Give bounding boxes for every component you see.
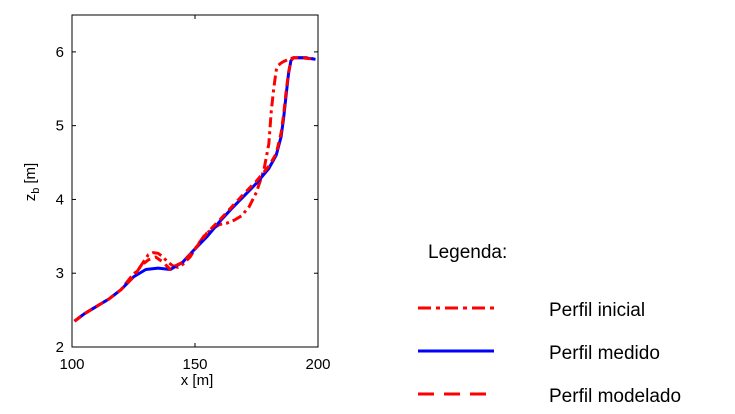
y-tick-label: 2 (56, 339, 64, 356)
y-axis-label-sub: b (30, 188, 42, 194)
y-ticks: 2 3 4 5 6 (56, 44, 318, 356)
y-axis-label: zb [m] (22, 163, 42, 201)
y-axis-label-main: z (22, 194, 39, 202)
svg-text:zb[m]: zb [m] (22, 163, 42, 201)
series-line-perfil-modelado (73, 56, 316, 323)
legend-items: Perfil inicial Perfil medido Perfil modela… (418, 300, 681, 407)
y-axis-label-unit: [m] (22, 163, 39, 184)
y-tick-label: 4 (56, 191, 64, 208)
y-tick-label: 3 (56, 265, 64, 282)
legend-label-perfil-medido: Perfil medido (549, 343, 660, 364)
x-tick-label: 200 (305, 356, 330, 373)
plot-area: 100 150 200 2 3 4 5 6 (56, 14, 331, 373)
x-tick-label: 100 (59, 356, 84, 373)
x-axis-label: x [m] (181, 372, 214, 389)
legend-label-perfil-modelado: Perfil modelado (549, 386, 681, 407)
legend-label-perfil-inicial: Perfil inicial (549, 300, 645, 321)
legend-title: Legenda: (428, 242, 507, 263)
y-tick-label: 5 (56, 118, 64, 135)
series-layer (73, 56, 316, 323)
x-ticks: 100 150 200 (59, 15, 331, 373)
y-tick-label: 6 (56, 44, 64, 61)
x-tick-label: 150 (182, 356, 207, 373)
